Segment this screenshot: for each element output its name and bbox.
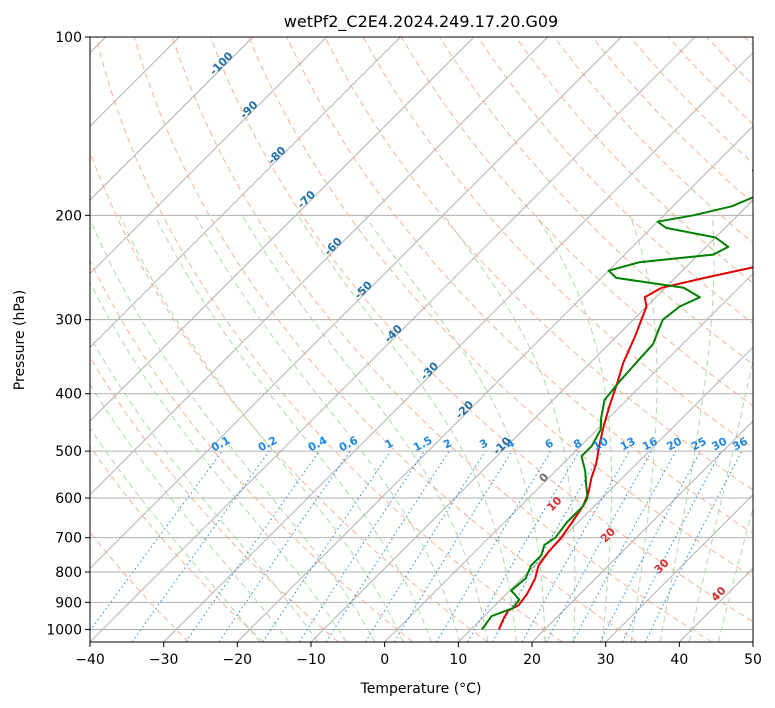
mixing-ratio-line xyxy=(298,450,425,642)
y-tick-label: 700 xyxy=(55,531,82,547)
mixing-ratio-line xyxy=(185,450,320,642)
mixing-ratio-line xyxy=(467,450,580,642)
y-tick-label: 1000 xyxy=(46,622,82,638)
moist-adiabat-line xyxy=(90,383,290,642)
mixing-ratio-label: 16 xyxy=(640,435,660,454)
x-axis-title: Temperature (°C) xyxy=(360,681,482,697)
mixing-ratio-line xyxy=(435,450,552,642)
axes: −40 −30 −20 −10 0 10 20 30 40 50 1000 900 800 700 600 5… xyxy=(46,30,762,668)
x-tick-label: −10 xyxy=(296,652,326,668)
chart-title: wetPf2_C2E4.2024.249.17.20.G09 xyxy=(284,12,558,32)
mixing-ratio-line xyxy=(364,450,486,642)
isotherm-line xyxy=(90,37,622,570)
dry-adiabat-line xyxy=(324,37,753,491)
plot-frame xyxy=(89,36,754,643)
mixing-ratio-line xyxy=(325,450,450,642)
x-tick-label: −40 xyxy=(75,652,105,668)
y-tick-label: 300 xyxy=(55,313,82,329)
moist-adiabat-line xyxy=(443,215,576,642)
moist-adiabat-line xyxy=(119,215,404,642)
mixing-ratio-line xyxy=(393,450,513,642)
dry-adiabat-line xyxy=(210,37,753,623)
mixing-ratio-label: 20 xyxy=(664,435,684,454)
moist-adiabat-line xyxy=(90,427,261,642)
moist-adiabat-line xyxy=(364,215,546,642)
y-tick-label: 600 xyxy=(55,491,82,507)
mixing-ratio-line xyxy=(599,450,701,642)
moist-adiabat-line xyxy=(90,281,347,642)
isotherm-line xyxy=(90,37,401,349)
mixing-ratio-line xyxy=(218,450,351,642)
isotherm-line xyxy=(531,420,753,642)
mixing-ratio-line xyxy=(572,450,677,642)
isotherm-line xyxy=(236,125,753,642)
x-tick-label: 10 xyxy=(449,652,467,668)
moist-adiabat-line xyxy=(90,335,319,642)
x-tick-label: 20 xyxy=(523,652,541,668)
isotherm-line xyxy=(163,51,753,642)
isotherm-line xyxy=(90,37,254,201)
y-tick-label: 800 xyxy=(55,565,82,581)
isotherm-line xyxy=(605,493,753,642)
moist-adiabat-line xyxy=(241,215,489,642)
dry-adiabat-line xyxy=(171,37,712,642)
x-tick-label: 50 xyxy=(744,652,762,668)
y-tick-label: 100 xyxy=(55,30,82,46)
mixing-ratio-line xyxy=(262,450,392,642)
moist-adiabat-line xyxy=(194,215,461,642)
moist-adiabat-line xyxy=(154,215,432,642)
moist-adiabat-line xyxy=(629,215,658,642)
x-tick-label: −30 xyxy=(149,652,179,668)
background-lines xyxy=(90,37,753,642)
dry-adiabat-line xyxy=(95,37,563,642)
moist-adiabat-line xyxy=(535,215,612,642)
mixing-ratio-label: 10 xyxy=(591,435,611,454)
dewpoint-profile-line xyxy=(481,168,753,630)
y-tick-label: 900 xyxy=(55,595,82,611)
isotherm-line xyxy=(90,37,549,496)
x-tick-label: −20 xyxy=(223,652,253,668)
x-tick-label: 40 xyxy=(670,652,688,668)
mixing-ratio-label: 36 xyxy=(730,435,750,454)
dry-adiabat-line xyxy=(515,37,753,284)
dry-adiabat-line xyxy=(286,37,753,534)
x-tick-label: 30 xyxy=(597,652,615,668)
y-tick-label: 400 xyxy=(55,387,82,403)
mixing-ratio-label: 30 xyxy=(710,435,730,454)
y-tick-label: 200 xyxy=(55,208,82,224)
mixing-ratio-label: 13 xyxy=(618,435,638,454)
isotherm-line xyxy=(90,37,696,642)
dry-adiabat-line xyxy=(90,445,264,642)
isotherm-line xyxy=(384,272,753,642)
dry-adiabat-line xyxy=(90,259,414,642)
y-axis-title: Pressure (hPa) xyxy=(12,290,28,390)
isotherm-line xyxy=(90,37,328,275)
temperature-profile-line xyxy=(497,266,753,630)
moist-adiabat-line xyxy=(659,215,715,642)
y-tick-label: 500 xyxy=(55,444,82,460)
moist-adiabat-line xyxy=(90,217,376,642)
mixing-ratio-label: 25 xyxy=(689,435,709,454)
profile-series xyxy=(481,168,753,630)
x-tick-label: 0 xyxy=(380,652,389,668)
dry-adiabat-line xyxy=(248,37,753,578)
isotherm-line xyxy=(90,37,475,422)
